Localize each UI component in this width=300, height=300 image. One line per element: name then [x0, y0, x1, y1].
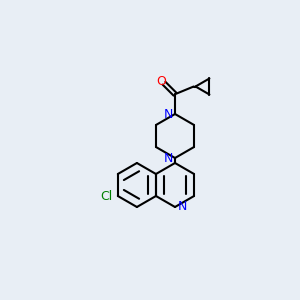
- Text: N: N: [178, 200, 188, 214]
- Text: N: N: [163, 152, 173, 164]
- Text: Cl: Cl: [100, 190, 113, 202]
- Text: O: O: [156, 75, 166, 88]
- Text: N: N: [163, 107, 173, 121]
